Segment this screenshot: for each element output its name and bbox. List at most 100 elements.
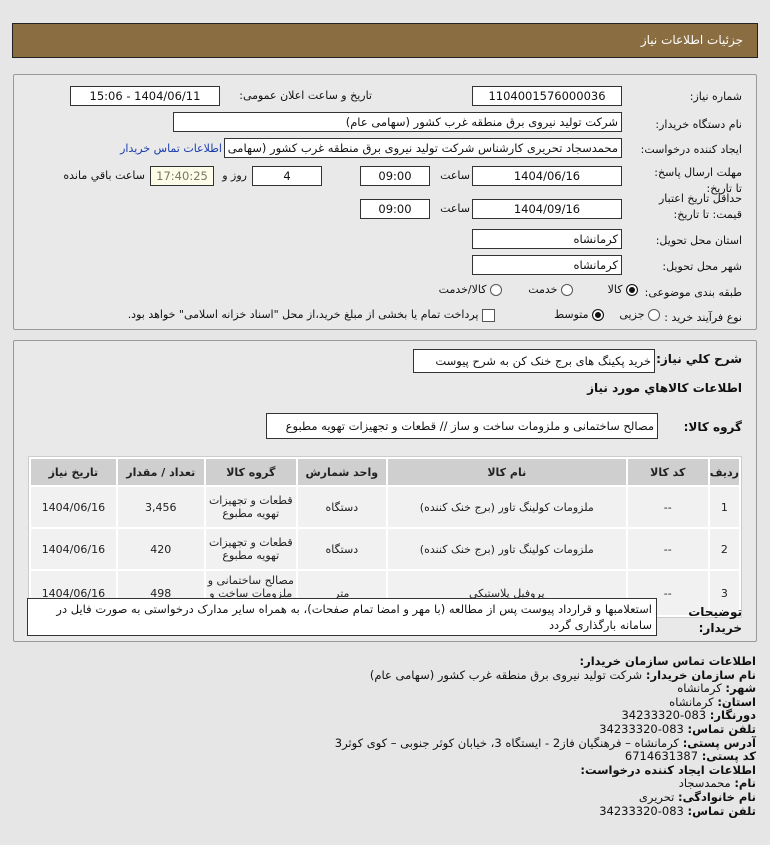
remaining-label: ساعت باقي مانده <box>63 169 145 182</box>
buyer-contact-link[interactable]: اطلاعات تماس خریدار <box>120 142 222 155</box>
contact-key: آدرس پستی: <box>682 735 756 750</box>
cell-qty: 3,456 <box>117 487 204 527</box>
contact-key: دورنگار: <box>709 708 756 723</box>
category-radio-goods[interactable]: کالا <box>608 283 638 296</box>
cell-unit: دستگاه <box>297 487 386 527</box>
cell-code: -- <box>627 529 708 569</box>
summary-field: خرید پکینگ های برج خنک کن به شرح پیوست <box>413 349 655 373</box>
contact-key: استان: <box>717 694 756 709</box>
radio-icon[interactable] <box>490 284 502 296</box>
province-label: استان محل تحویل: <box>655 234 742 247</box>
contact-line: نام سازمان خریدار: شرکت تولید نیروی برق … <box>16 667 756 683</box>
col-date: تاریخ نیاز <box>31 459 116 485</box>
need-number-field[interactable]: 1104001576000036 <box>472 86 622 106</box>
category-radio-service[interactable]: خدمت <box>528 283 573 296</box>
contact-key: تلفن تماس: <box>687 721 756 736</box>
province-field[interactable]: کرمانشاه <box>472 229 622 249</box>
validity-date-field[interactable]: 1404/09/16 <box>472 199 622 219</box>
col-row: ردیف <box>709 459 739 485</box>
creator-label: ایجاد کننده درخواست: <box>640 143 742 156</box>
contact-key: نام: <box>734 776 756 791</box>
contact-line: شهر: کرمانشاه <box>16 681 756 696</box>
contact-value: محمدسجاد <box>678 776 731 791</box>
contact-value: 083-34233320 <box>621 708 707 723</box>
contact-line: تلفن تماس: 083-34233320 <box>16 721 756 737</box>
deadline-label: مهلت ارسال پاسخ: تا تاریخ: <box>654 166 742 195</box>
process-radio-medium[interactable]: متوسط <box>554 308 604 321</box>
cell-name: ملزومات کولینگ تاور (برج خنک کننده) <box>387 487 626 527</box>
creator-field[interactable]: محمدسجاد تحریری کارشناس شرکت تولید نیروی… <box>224 138 622 158</box>
checkbox-icon[interactable] <box>482 308 495 322</box>
category-label: طبقه بندی موضوعی: <box>644 286 742 299</box>
cell-row: 3 <box>709 571 739 615</box>
process-label: نوع فرآیند خرید : <box>664 311 742 324</box>
need-number-label: شماره نیاز: <box>689 90 742 103</box>
cell-code: -- <box>627 487 708 527</box>
cell-date: 1404/06/16 <box>31 529 116 569</box>
col-qty: تعداد / مقدار <box>117 459 204 485</box>
goods-group-label: گروه کالا: <box>683 420 742 434</box>
col-code: کد کالا <box>627 459 708 485</box>
deadline-time-field[interactable]: 09:00 <box>360 166 430 186</box>
announce-label: تاریخ و ساعت اعلان عمومی: <box>239 89 372 102</box>
radio-icon[interactable] <box>626 284 638 296</box>
page-header: جزئیات اطلاعات نیاز <box>12 23 758 58</box>
contact-key: تلفن تماس: <box>687 803 756 818</box>
contact-key: شهر: <box>725 681 756 696</box>
buyer-org-field[interactable]: شرکت تولید نیروی برق منطقه غرب کشور (سها… <box>173 112 622 132</box>
buyer-org-label: نام دستگاه خریدار: <box>655 118 742 131</box>
cell-name: ملزومات کولینگ تاور (برج خنک کننده) <box>387 529 626 569</box>
goods-table: ردیف کد کالا نام کالا واحد شمارش گروه کا… <box>28 456 742 618</box>
contact-line: آدرس پستی: کرمانشاه – فرهنگیان فاز2 - ای… <box>16 735 756 751</box>
notes-field: استعلامبها و قرارداد پیوست پس از مطالعه … <box>27 598 657 636</box>
contact-value: کرمانشاه <box>669 694 714 709</box>
contact-line: کد پستی: 6714631387 <box>16 749 756 764</box>
cell-group: قطعات و تجهیزات تهویه مطبوع <box>205 487 296 527</box>
col-unit: واحد شمارش <box>297 459 386 485</box>
contact-value: 6714631387 <box>624 749 699 764</box>
contact-key: نام خانوادگی: <box>678 789 756 804</box>
contact-title: اطلاعات تماس سازمان خریدار: <box>579 654 756 668</box>
col-group: گروه کالا <box>205 459 296 485</box>
cell-unit: دستگاه <box>297 529 386 569</box>
contact-value: 083-34233320 <box>599 721 684 736</box>
validity-time-field[interactable]: 09:00 <box>360 199 430 219</box>
contact-value: 083-34233320 <box>599 803 684 818</box>
notes-label: توضیحات خریدار: <box>688 605 742 635</box>
radio-icon[interactable] <box>592 309 604 321</box>
table-row: 2 -- ملزومات کولینگ تاور (برج خنک کننده) دس… <box>31 529 739 569</box>
contact-line: دورنگار: 083-34233320 <box>16 709 756 723</box>
days-field: 4 <box>252 166 322 186</box>
summary-label: شرح کلي نیاز: <box>656 352 742 366</box>
cell-row: 2 <box>709 529 739 569</box>
creator-info-title: اطلاعات ایجاد کننده درخواست: <box>580 762 756 777</box>
contact-value: کرمانشاه <box>677 681 722 696</box>
goods-title: اطلاعات کالاهاي مورد نیاز <box>587 381 742 395</box>
process-radio-minor[interactable]: جزیی <box>619 308 660 321</box>
deadline-time-label: ساعت <box>440 169 470 182</box>
contact-line: تلفن تماس: 083-34233320 <box>16 803 756 819</box>
contact-value: تحریری <box>638 789 675 804</box>
category-radio-both[interactable]: کالا/خدمت <box>439 283 502 296</box>
cell-group: قطعات و تجهیزات تهویه مطبوع <box>205 529 296 569</box>
treasury-checkbox[interactable]: پرداخت تمام یا بخشی از مبلغ خرید،از محل … <box>128 308 495 322</box>
table-row: 1 -- ملزومات کولینگ تاور (برج خنک کننده) دس… <box>31 487 739 527</box>
contact-section: اطلاعات تماس سازمان خریدار: نام سازمان خ… <box>16 654 756 819</box>
city-label: شهر محل تحویل: <box>662 260 742 273</box>
contact-key: نام سازمان خریدار: <box>645 667 756 682</box>
contact-key: کد پستی: <box>701 749 756 764</box>
contact-line: نام: محمدسجاد <box>16 777 756 791</box>
announce-field[interactable]: 1404/06/11 - 15:06 <box>70 86 220 106</box>
validity-label: حداقل تاریخ اعتبار قیمت: تا تاریخ: <box>658 192 742 221</box>
cell-row: 1 <box>709 487 739 527</box>
cell-date: 1404/06/16 <box>31 487 116 527</box>
city-field[interactable]: کرمانشاه <box>472 255 622 275</box>
radio-icon[interactable] <box>648 309 660 321</box>
radio-icon[interactable] <box>561 284 573 296</box>
cell-qty: 420 <box>117 529 204 569</box>
days-label: روز و <box>222 169 247 182</box>
deadline-date-field[interactable]: 1404/06/16 <box>472 166 622 186</box>
goods-group-field: مصالح ساختمانی و ملزومات ساخت و ساز // ق… <box>266 413 658 439</box>
page-title: جزئیات اطلاعات نیاز <box>640 33 743 47</box>
contact-line: استان: کرمانشاه <box>16 694 756 710</box>
